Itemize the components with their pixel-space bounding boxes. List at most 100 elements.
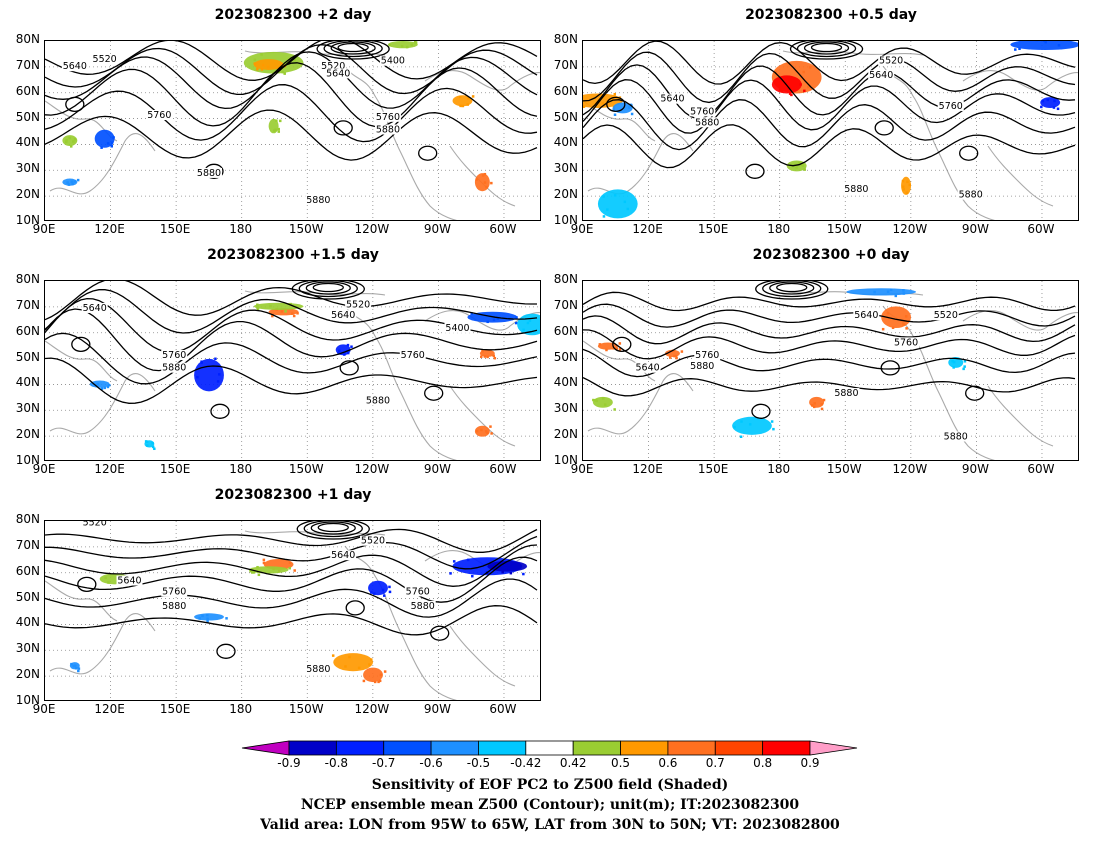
lon-tick-label: 120W	[892, 462, 928, 476]
lon-tick-label: 150E	[697, 222, 729, 236]
map-panel-2day: 5520 5640 5520 5400 5640 5760 5760 5880 5880 5880	[44, 40, 541, 221]
colorbar-box	[335, 740, 385, 756]
lat-tick-label: 60N	[15, 83, 40, 98]
shading-blob	[732, 416, 772, 435]
lon-tick-label: 180	[767, 462, 791, 476]
lon-tick-label: 90W	[423, 462, 451, 476]
contour-label: 5760	[376, 112, 400, 123]
lat-tick-label: 10N	[553, 453, 578, 467]
lat-tick-label: 30N	[553, 161, 578, 176]
colorbar-tick-label: 0.7	[705, 756, 725, 770]
lat-tick-label: 80N	[15, 512, 40, 526]
contour-label: 5640	[660, 94, 684, 105]
colorbar-box	[288, 740, 337, 756]
lon-tick-label: 90E	[32, 462, 56, 476]
lon-tick-label: 180	[229, 702, 253, 716]
lat-tick-label: 10N	[15, 213, 40, 227]
lon-tick-label: 120W	[892, 222, 928, 236]
lon-tick-label: 150W	[288, 222, 324, 236]
lon-tick-label: 180	[229, 462, 253, 476]
lat-tick-label: 10N	[553, 213, 578, 227]
lat-tick-label: 70N	[553, 297, 578, 312]
panel-title-1day: 2023082300 +1 day	[214, 487, 372, 503]
coastlines	[583, 290, 1078, 460]
lon-tick-label: 120W	[354, 702, 390, 716]
panel-title-2day: 2023082300 +2 day	[214, 7, 372, 23]
shading-blob	[253, 59, 284, 70]
sensitivity-shading	[592, 288, 967, 438]
contour-label: 5880	[959, 190, 983, 201]
lat-tick-label: 50N	[15, 589, 40, 604]
lat-tick-label: 50N	[15, 349, 40, 364]
contour-label: 5520	[83, 521, 107, 529]
lon-tick-label: 180	[229, 222, 253, 236]
contour-label: 5520	[361, 536, 385, 547]
colorbar-box	[572, 740, 621, 756]
z500-contours	[45, 521, 538, 659]
lon-tick-label: 90W	[961, 462, 989, 476]
gridlines	[583, 41, 1078, 220]
lat-tick-label: 70N	[15, 537, 40, 552]
contour-labels: 5640 5520 5760 5760 5640 5880 5880 5880	[634, 310, 969, 442]
sensitivity-shading	[89, 302, 540, 451]
contour-label: 5520	[879, 56, 903, 67]
contour-label: 5760	[162, 586, 186, 597]
colorbar-tick-label: -0.6	[419, 756, 443, 770]
contour-label: 5880	[695, 117, 719, 128]
contour-label: 5760	[939, 101, 963, 112]
colorbar-arrow-low	[241, 740, 290, 756]
z500-contours	[583, 41, 1076, 179]
contour-label: 5640	[869, 70, 893, 81]
shading-blob	[592, 396, 613, 408]
footer-line-1: Sensitivity of EOF PC2 to Z500 field (Sh…	[371, 777, 729, 793]
contour-label: 5520	[93, 54, 117, 65]
shading-blob	[363, 667, 383, 683]
lon-tick-label: 60W	[1027, 222, 1055, 236]
lat-tick-label: 30N	[15, 161, 40, 176]
lon-tick-label: 60W	[489, 462, 517, 476]
contour-label: 5640	[117, 576, 141, 587]
lon-tick-label: 60W	[489, 222, 517, 236]
lat-tick-label: 80N	[553, 32, 578, 46]
lat-tick-label: 80N	[553, 272, 578, 286]
shading-blob	[368, 580, 388, 596]
contour-label: 5640	[83, 303, 107, 314]
colorbar-box	[430, 740, 479, 756]
colorbar-box	[525, 740, 574, 756]
lon-tick-label: 150W	[288, 702, 324, 716]
lat-tick-label: 10N	[15, 453, 40, 467]
coastlines	[45, 50, 540, 220]
colorbar-tick-label: -0.9	[277, 756, 301, 770]
contour-label: 5760	[406, 586, 430, 597]
shading-blob	[89, 380, 110, 388]
map-canvas: 5640 5520 5760 5760 5640 5880 5880 5880	[583, 281, 1078, 460]
colorbar-tick-label: -0.8	[324, 756, 349, 770]
contour-label: 5880	[834, 388, 858, 399]
footer-line-2: NCEP ensemble mean Z500 (Contour); unit(…	[300, 797, 800, 813]
lon-tick-label: 120W	[354, 462, 390, 476]
colorbar-arrow-high	[809, 740, 858, 756]
lon-tick-label: 120E	[632, 222, 663, 236]
panel-title-05day: 2023082300 +0.5 day	[745, 7, 917, 23]
contour-label: 5520	[346, 299, 370, 310]
lat-tick-label: 60N	[15, 323, 40, 338]
colorbar-tick-label: 0.5	[610, 756, 631, 770]
lon-tick-label: 120E	[94, 702, 125, 716]
contour-label: 5400	[445, 323, 469, 334]
contour-label: 5880	[306, 664, 330, 675]
colorbar-box	[762, 740, 811, 756]
z500-contours	[583, 281, 1076, 419]
lat-tick-label: 60N	[553, 323, 578, 338]
lon-tick-label: 150E	[159, 222, 191, 236]
panel-title-15day: 2023082300 +1.5 day	[207, 247, 379, 263]
lat-tick-label: 70N	[15, 297, 40, 312]
shading-blob	[487, 560, 528, 572]
lat-tick-label: 30N	[553, 401, 578, 416]
lon-tick-label: 90W	[423, 222, 451, 236]
lat-tick-label: 40N	[15, 135, 40, 150]
colorbar-tick-label: 0.6	[658, 756, 678, 770]
lon-tick-label: 150W	[288, 462, 324, 476]
lat-tick-label: 60N	[15, 563, 40, 578]
